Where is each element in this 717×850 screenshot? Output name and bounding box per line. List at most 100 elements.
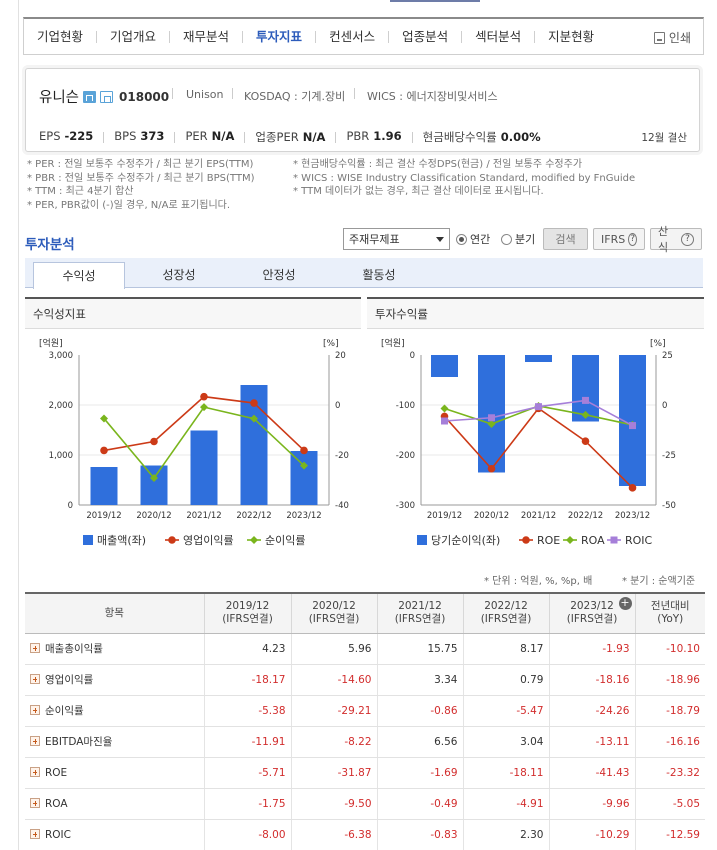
expand-row-icon[interactable]	[30, 643, 40, 653]
tab-profitability[interactable]: 수익성	[33, 262, 125, 289]
col-header-2021: 2021/12 (IFRS연결)	[376, 592, 463, 634]
table-row: ROIC -8.00 -6.38 -0.83 2.30 -10.29 -12.59	[25, 819, 705, 850]
statement-select[interactable]: 주재무제표	[343, 228, 450, 250]
nav-item-investment-indicators[interactable]: 투자지표	[256, 28, 303, 44]
company-summary: 유니슨 018000 Unison KOSDAQ : 기계.장비 WICS : …	[25, 68, 700, 152]
legend-marker	[566, 536, 574, 544]
data-point	[535, 403, 542, 411]
expand-row-icon[interactable]	[30, 766, 40, 777]
search-button[interactable]: 검색	[543, 228, 588, 250]
row-label[interactable]: 순이익률	[25, 695, 204, 727]
data-point	[440, 404, 449, 413]
nav-item-financial-analysis[interactable]: 재무분석	[183, 28, 230, 44]
formula-help-button[interactable]: 산식?	[650, 225, 702, 254]
bar	[190, 430, 218, 505]
radio-annual[interactable]: 연간	[456, 228, 490, 250]
expand-row-icon[interactable]	[30, 674, 40, 684]
row-label[interactable]: 영업이익률	[25, 664, 204, 696]
nav-item-company-info[interactable]: 기업개요	[110, 28, 157, 44]
row-label[interactable]: ROE	[25, 757, 204, 789]
series-line	[443, 407, 634, 489]
table-cell: -18.16	[548, 664, 635, 696]
expand-row-icon[interactable]	[30, 828, 40, 839]
nav-item-shareholders[interactable]: 지분현황	[548, 28, 595, 44]
nav-item-consensus[interactable]: 컨센서스	[329, 28, 376, 44]
legend-marker	[168, 536, 176, 544]
chart-returns: [억원] [%] 0 25 -100 0 -200 -25 -300 -50 2019/12 2020…	[381, 337, 676, 547]
top-nav: 기업현황 기업개요 재무분석 투자지표 컨센서스 업종분석 섹터분석 지분현황 …	[23, 17, 704, 55]
table-cell: -29.21	[290, 695, 377, 727]
x-tick-label: 2022/12	[568, 511, 603, 521]
indicator-table: 항목 2019/12 (IFRS연결) 2020/12 (IFRS연결) 2021/…	[25, 592, 705, 850]
nav-item-industry-analysis[interactable]: 업종분석	[402, 28, 449, 44]
data-point	[581, 437, 590, 446]
table-row: ROA -1.75 -9.50 -0.49 -4.91 -9.96 -5.05	[25, 788, 705, 820]
expand-row-icon[interactable]	[30, 705, 40, 715]
x-tick-label: 2021/12	[521, 511, 556, 521]
table-cell: -0.83	[376, 819, 463, 850]
chart-profitability: [억원] [%] 3,000 20 2,000 0 1,000 -20 0 -40 2019/12 2…	[39, 337, 349, 547]
row-label-text: ROIC	[45, 828, 71, 841]
right-tick-label: -40	[335, 501, 349, 511]
stat-industry-per: 업종PER N/A	[255, 130, 326, 144]
col-header-item: 항목	[25, 592, 204, 634]
stat-per: PER N/A	[185, 129, 235, 143]
nav-item-overview[interactable]: 기업현황	[37, 28, 84, 44]
row-label[interactable]: ROIC	[25, 819, 204, 850]
legend-label: 매출액(좌)	[97, 534, 146, 547]
left-unit-label: [억원]	[39, 337, 63, 349]
table-cell: -5.05	[634, 788, 705, 820]
left-tick-label: -100	[396, 401, 415, 411]
table-cell: -5.38	[203, 695, 291, 727]
legend-label: ROE	[537, 534, 560, 547]
left-tick-label: 1,000	[49, 451, 73, 461]
expand-row-icon[interactable]	[30, 736, 40, 746]
bar	[525, 355, 552, 362]
expand-columns-icon[interactable]: +	[618, 596, 632, 610]
table-cell: 15.75	[376, 633, 463, 665]
bar	[90, 467, 118, 505]
market-info: KOSDAQ : 기계.장비	[244, 90, 346, 103]
row-label[interactable]: 매출총이익률	[25, 633, 204, 665]
data-point	[300, 461, 308, 470]
table-cell: -41.43	[548, 757, 635, 789]
radio-quarter[interactable]: 분기	[501, 228, 535, 250]
tab-activity[interactable]: 활동성	[362, 268, 396, 282]
radio-quarter-dot[interactable]	[501, 233, 512, 245]
notes-left: * PER : 전일 보통주 수정주가 / 최근 분기 EPS(TTM) * P…	[27, 159, 255, 211]
tab-stability[interactable]: 안정성	[262, 268, 296, 282]
nav-item-sector-analysis[interactable]: 섹터분석	[475, 28, 522, 44]
left-tick-label: -200	[396, 451, 415, 461]
x-tick-label: 2021/12	[186, 511, 221, 521]
table-cell: -1.93	[548, 633, 635, 665]
legend-label: ROA	[581, 534, 605, 547]
row-label-text: 순이익률	[45, 705, 84, 717]
company-name: 유니슨	[39, 90, 80, 106]
row-label[interactable]: ROA	[25, 788, 204, 820]
table-row: 영업이익률 -18.17 -14.60 3.34 0.79 -18.16 -18.96	[25, 664, 705, 696]
radio-annual-dot[interactable]	[456, 233, 467, 245]
ifrs-help-button[interactable]: IFRS?	[593, 228, 645, 250]
table-cell: -18.96	[634, 664, 705, 696]
stat-pbr: PBR 1.96	[346, 129, 402, 143]
chart-panel-returns: 투자수익률 [억원] [%] 0 25 -100 0 -200 -25 -300 -50 2019/…	[367, 297, 704, 557]
row-label[interactable]: EBITDA마진율	[25, 726, 204, 758]
row-label-text: ROE	[45, 766, 68, 779]
data-point	[581, 410, 590, 419]
data-point	[582, 396, 589, 404]
data-point	[100, 446, 108, 455]
ir-home-icon[interactable]	[100, 90, 114, 103]
table-cell: -18.79	[634, 695, 705, 727]
table-row: 매출총이익률 4.23 5.96 15.75 8.17 -1.93 -10.10	[25, 633, 705, 665]
col-header-2020: 2020/12 (IFRS연결)	[290, 592, 377, 634]
tab-growth[interactable]: 성장성	[162, 268, 196, 282]
table-cell: -8.22	[290, 726, 377, 758]
print-label: 인쇄	[668, 31, 691, 45]
col-header-2019: 2019/12 (IFRS연결)	[203, 592, 291, 634]
expand-row-icon[interactable]	[30, 797, 40, 808]
chart-panel-profitability: 수익성지표 [억원] [%] 3,000 20 2,000 0 1,000 -20 0 -40 20…	[25, 297, 361, 557]
home-icon[interactable]	[83, 90, 97, 103]
print-button[interactable]: 인쇄	[653, 29, 691, 46]
row-label-text: EBITDA마진율	[45, 736, 113, 748]
table-cell: -11.91	[203, 726, 291, 758]
